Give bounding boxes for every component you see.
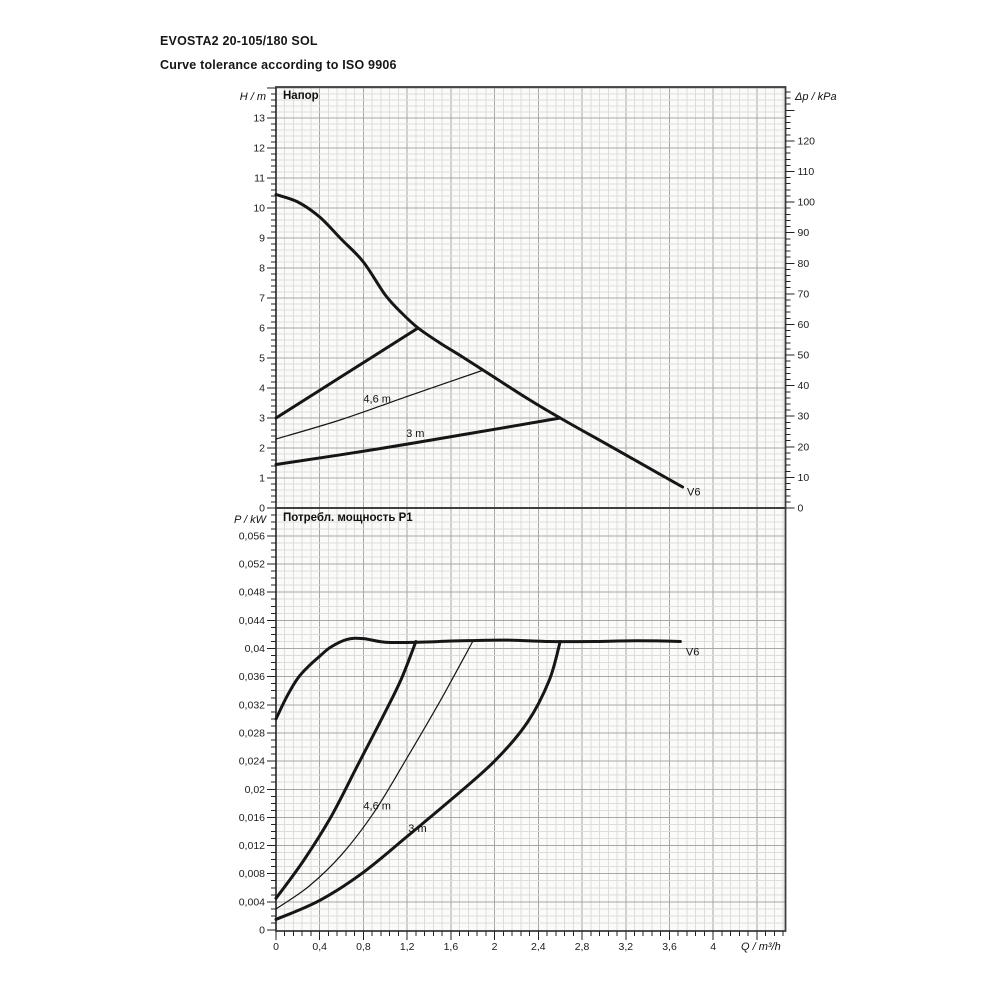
pressure-tick-label: 100: [798, 197, 816, 209]
head-chart-title: Напор: [283, 90, 319, 102]
pressure-tick-label: 0: [798, 503, 804, 515]
curve-label-v6-power-curve: V6: [686, 647, 699, 659]
head-tick-label: 4: [259, 383, 265, 395]
document-subtitle: Curve tolerance according to ISO 9906: [160, 58, 397, 72]
head-tick-label: 2: [259, 443, 265, 455]
power-axis-title: P / kW: [234, 514, 268, 526]
curve-setpoint-3m-head: [274, 416, 562, 466]
document-title: EVOSTA2 20-105/180 SOL: [160, 34, 318, 48]
pressure-tick-label: 70: [798, 288, 810, 300]
power-tick-label: 0,036: [239, 671, 265, 683]
curve-setpoint-3m-power: [274, 640, 562, 921]
flow-axis-title: Q / m³/h: [741, 941, 781, 953]
head-tick-label: 3: [259, 413, 265, 425]
flow-tick-label: 0,8: [356, 941, 371, 953]
curve-setpoint-6m-power: [274, 640, 418, 900]
curve-label-setpoint-3m-head: 3 m: [406, 428, 424, 440]
head-tick-label: 11: [254, 173, 265, 185]
flow-tick-label: 2,4: [531, 941, 546, 953]
head-tick-label: 6: [259, 323, 265, 335]
pressure-tick-label: 120: [798, 135, 816, 147]
flow-tick-label: 0: [273, 941, 279, 953]
head-axis-title: H / m: [240, 91, 266, 103]
power-tick-label: 0,024: [239, 756, 265, 768]
flow-tick-label: 3,2: [618, 941, 633, 953]
head-tick-label: 9: [259, 233, 265, 245]
flow-tick-label: 4: [710, 941, 716, 953]
pressure-tick-label: 90: [798, 227, 810, 239]
pressure-tick-label: 20: [798, 441, 810, 453]
power-tick-label: 0: [259, 925, 265, 937]
head-curves: V6 4,6 m 3 m: [274, 193, 700, 498]
curve-v6-head-curve: [274, 193, 685, 489]
curve-label-setpoint-3m-power: 3 m: [408, 823, 426, 835]
flow-tick-label: 2: [492, 941, 498, 953]
pressure-tick-label: 10: [798, 472, 810, 484]
power-tick-label: 0,048: [239, 587, 265, 599]
power-tick-label: 0,04: [245, 643, 266, 655]
pressure-tick-label: 110: [798, 166, 815, 178]
power-curves: V6 4,6 m 3 m: [274, 636, 699, 921]
head-tick-label: 10: [253, 203, 265, 215]
power-tick-label: 0,032: [239, 699, 265, 711]
axis-ticks: [267, 87, 795, 940]
curve-label-setpoint-4-6m-head: 4,6 m: [363, 393, 391, 405]
pressure-tick-label: 50: [798, 350, 810, 362]
pressure-axis-title: Δp / kPa: [794, 91, 837, 103]
curve-setpoint-4-6m-head: [275, 369, 485, 440]
flow-tick-label: 3,6: [662, 941, 677, 953]
axis-titles-layer: Напор H / m Δp / kPa Потребл. мощность P…: [234, 90, 837, 953]
power-tick-label: 0,008: [239, 868, 265, 880]
power-tick-label: 0,016: [239, 812, 265, 824]
flow-tick-label: 2,8: [575, 941, 590, 953]
power-tick-label: 0,028: [239, 728, 265, 740]
pressure-tick-label: 30: [798, 411, 810, 423]
curve-setpoint-4-6m-power: [275, 640, 474, 910]
flow-tick-label: 1,2: [400, 941, 415, 953]
power-tick-label: 0,004: [239, 896, 265, 908]
flow-tick-label: 0,4: [312, 941, 327, 953]
power-tick-label: 0,052: [239, 559, 265, 571]
head-tick-label: 13: [253, 113, 265, 125]
curve-label-v6-head-curve: V6: [687, 486, 700, 498]
head-tick-label: 5: [259, 353, 265, 365]
power-tick-label: 0,044: [239, 615, 265, 627]
pressure-tick-label: 80: [798, 258, 810, 270]
flow-tick-label: 1,6: [444, 941, 459, 953]
head-tick-label: 7: [259, 293, 265, 305]
power-chart-title: Потребл. мощность P1: [283, 512, 413, 524]
head-tick-label: 12: [253, 143, 265, 155]
power-tick-label: 0,056: [239, 530, 265, 542]
pressure-tick-label: 40: [798, 380, 810, 392]
head-tick-label: 8: [259, 263, 265, 275]
power-tick-label: 0,012: [239, 840, 265, 852]
pressure-tick-label: 60: [798, 319, 810, 331]
power-tick-label: 0,02: [245, 784, 266, 796]
head-tick-label: 1: [259, 473, 265, 485]
curve-v6-power-curve: [274, 636, 682, 721]
curve-label-setpoint-4-6m-power: 4,6 m: [363, 801, 391, 813]
head-tick-label: 0: [259, 503, 265, 515]
curve-setpoint-6m-head: [274, 326, 420, 420]
